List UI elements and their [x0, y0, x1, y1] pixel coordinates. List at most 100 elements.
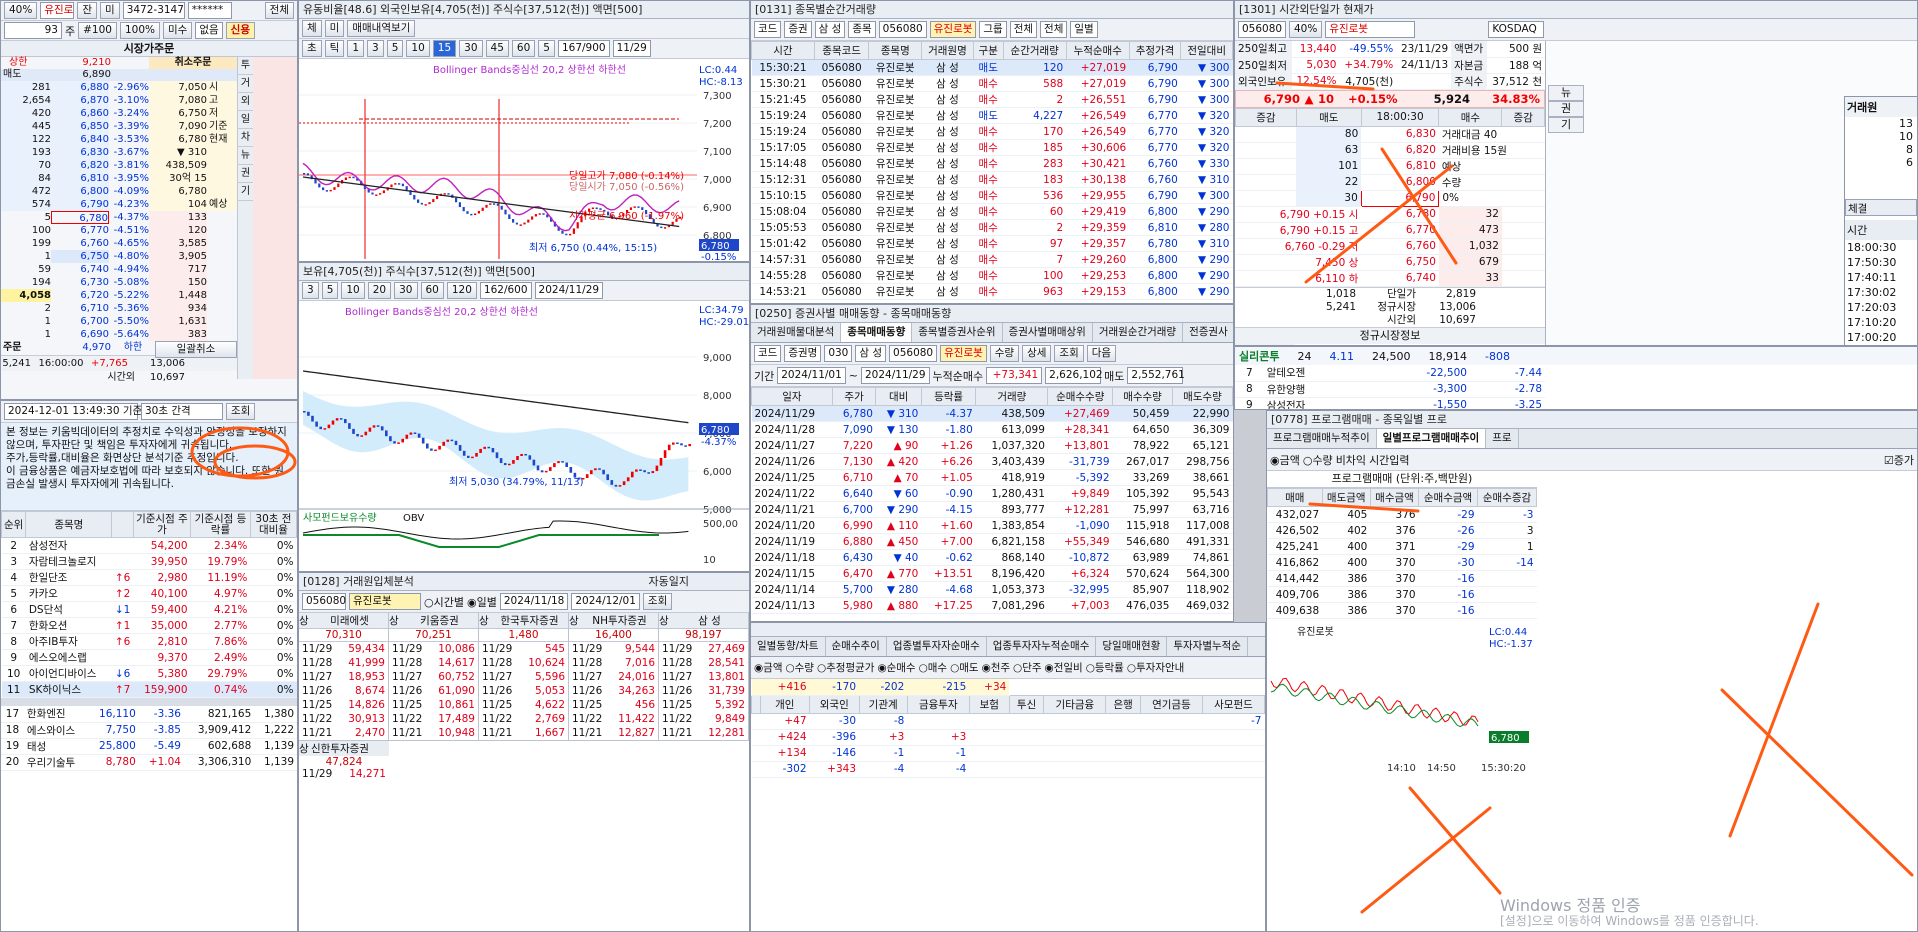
ask-row[interactable]: 574 6,790 -4.23% 104 예상: [1, 198, 237, 211]
investor-col[interactable]: 개인: [759, 694, 811, 714]
trade-filter[interactable]: 증권: [784, 21, 812, 38]
quote-ask-row[interactable]: 30 6,790 0%: [1235, 189, 1545, 207]
investor-radio[interactable]: ○단주: [1013, 662, 1042, 674]
pct-button[interactable]: 40%: [4, 2, 38, 19]
col-cmp[interactable]: 30초 전 대비율: [249, 511, 297, 538]
interval-button[interactable]: 60: [511, 40, 536, 57]
broker-col[interactable]: 일자: [751, 387, 833, 406]
broker-col[interactable]: 매도수량: [1171, 387, 1233, 406]
period-from[interactable]: 2024/11/01: [777, 367, 846, 384]
minute-chart-canvas[interactable]: Bollinger Bands중심선 20,2 상한선 하한선 LC:0.44HC…: [299, 59, 750, 261]
bid-price[interactable]: 6,780: [51, 211, 109, 224]
side-tab[interactable]: 차: [238, 129, 253, 147]
investor-col[interactable]: 외국인: [809, 694, 860, 714]
ask-price[interactable]: 6,880: [51, 81, 109, 94]
broker-row[interactable]: 2024/11/19 6,880 ▲ 450 +7.00 6,821,158 +55,34…: [751, 533, 1233, 550]
bid-price[interactable]: 6,740: [80, 264, 109, 275]
mini-rank-row[interactable]: 9 삼성전자 -1,550 -3.25: [1235, 397, 1545, 409]
interval-button[interactable]: 15: [432, 40, 457, 57]
bid-row[interactable]: 100 6,770 -4.51% 120: [1, 224, 237, 237]
investor-radio[interactable]: ○투자자안내: [1126, 662, 1185, 674]
quote-bid-row[interactable]: 6,790 +0.15 시 6,780 32: [1235, 206, 1545, 223]
period-button[interactable]: 10: [341, 282, 365, 299]
password-field[interactable]: ******: [187, 2, 232, 19]
bid-price[interactable]: 6,720: [80, 290, 109, 301]
trade-row[interactable]: 15:05:53 056080 유진로봇 삼 성 매수 2 +29,359 6,810 ▼ 28…: [751, 219, 1233, 236]
ask-px[interactable]: 6,830: [1361, 126, 1439, 143]
trade-col[interactable]: 누적순매수: [1065, 41, 1130, 60]
bid-price[interactable]: 6,690: [80, 329, 109, 340]
program-tab[interactable]: 프로: [1486, 429, 1519, 448]
broker-col[interactable]: 주가: [831, 387, 877, 406]
trade-filter[interactable]: 코드: [754, 21, 782, 38]
investor-col[interactable]: 기관계: [858, 694, 908, 714]
bid-row[interactable]: 59 6,740 -4.94% 717: [1, 263, 237, 276]
side-tab[interactable]: 거: [238, 75, 253, 93]
ranking-row[interactable]: 5 카카오 ↑2 40,100 4.97% 0%: [1, 585, 297, 602]
quote-bid-row[interactable]: 7,450 상 6,750 679: [1235, 254, 1545, 271]
stock-name-field[interactable]: 유진로: [40, 2, 75, 19]
investor-radio[interactable]: ○매수: [918, 662, 948, 674]
chart1-count[interactable]: 167/900: [557, 40, 610, 57]
broker-row[interactable]: 2024/11/21 6,700 ▼ 290 -4.15 893,777 +12,281 7…: [751, 501, 1233, 518]
program-col[interactable]: 순매수증감: [1477, 488, 1537, 507]
ask-px[interactable]: 6,810: [1361, 158, 1439, 175]
radio-day[interactable]: ◉일별: [466, 595, 497, 609]
bid-price[interactable]: 6,710: [80, 303, 109, 314]
investor-radio[interactable]: ○매도: [950, 662, 979, 674]
ask-row[interactable]: 84 6,810 -3.95% 30억 15: [1, 172, 237, 185]
col-rate[interactable]: 기준시점 등락률: [190, 511, 251, 538]
ranking-row[interactable]: 4 한일단조 ↑6 2,980 11.19% 0%: [1, 569, 297, 586]
name[interactable]: 알테오젠: [1263, 365, 1365, 382]
ranking-query-button[interactable]: 조회: [226, 403, 256, 420]
ask-row[interactable]: 420 6,860 -3.24% 6,750 저: [1, 107, 237, 120]
broker-row[interactable]: 2024/11/18 6,430 ▼ 40 -0.62 868,140 -10,872 63…: [751, 549, 1233, 566]
mini-rank-label[interactable]: 실리콘투: [1239, 350, 1280, 363]
col-price[interactable]: 기준시점 주가: [132, 511, 192, 538]
investor-tab[interactable]: 일별동향/차트: [751, 637, 826, 656]
broker-tab[interactable]: 종목별증권사순위: [912, 323, 1003, 342]
quote-ask-row[interactable]: 80 6,830 거래대금 40: [1235, 126, 1545, 143]
broker-row[interactable]: 2024/11/14 5,700 ▼ 280 -4.68 1,053,373 -32,99…: [751, 581, 1233, 598]
interval-button[interactable]: 10: [406, 40, 430, 57]
trade-row[interactable]: 15:14:48 056080 유진로봇 삼 성 매수 283 +30,421 6,760 ▼ …: [751, 155, 1233, 172]
ask-price[interactable]: 6,870: [51, 94, 109, 107]
ask-price[interactable]: 6,860: [51, 107, 109, 120]
trade-filter[interactable]: 일별: [1070, 21, 1098, 38]
quote-bid-row[interactable]: 6,110 하 6,740 33: [1235, 270, 1545, 287]
bid-px[interactable]: 6,770: [1361, 222, 1439, 239]
market-order-header[interactable]: 시장가주문: [1, 41, 297, 57]
bid-px[interactable]: 6,780: [1361, 206, 1439, 223]
bid-px[interactable]: 6,740: [1361, 270, 1439, 287]
interval-button[interactable]: 30: [459, 40, 483, 57]
bid-price[interactable]: 6,750: [51, 250, 109, 263]
tab-tick[interactable]: 체: [302, 20, 322, 37]
day-cancel-button[interactable]: 일괄취소: [155, 341, 237, 358]
investor-col[interactable]: 기타금융: [1043, 694, 1107, 714]
program-row[interactable]: 426,502 402 376 -26 3: [1267, 522, 1537, 539]
broker-row[interactable]: 2024/11/27 7,220 ▲ 90 +1.26 1,037,320 +13,801…: [751, 437, 1233, 454]
stock-name[interactable]: 한화오션: [25, 617, 112, 634]
bid-row[interactable]: 4,058 6,720 -5.22% 1,448: [1, 289, 237, 302]
bid-price[interactable]: 6,760: [80, 238, 109, 249]
trade-col[interactable]: 종목명: [868, 41, 923, 60]
stock-name[interactable]: 아주IB투자: [25, 633, 112, 650]
investor-radio[interactable]: ◉전일비: [1044, 662, 1083, 674]
broker-row[interactable]: 2024/11/13 5,980 ▲ 880 +17.25 7,081,296 +7,00…: [751, 597, 1233, 614]
program-radio[interactable]: 비차익: [1335, 453, 1367, 467]
stock-name[interactable]: DS단석: [25, 601, 112, 618]
trade-row[interactable]: 15:10:15 056080 유진로봇 삼 성 매수 536 +29,955 6,790 ▼ …: [751, 187, 1233, 204]
program-row[interactable]: 425,241 400 371 -29 1: [1267, 538, 1537, 555]
ask-row[interactable]: 706,820 -3.81%438,509 71.52%: [1, 159, 237, 184]
trade-row[interactable]: 15:01:42 056080 유진로봇 삼 성 매수 97 +29,357 6,780 ▼ 3…: [751, 235, 1233, 252]
bid-px[interactable]: 6,750: [1361, 254, 1439, 271]
trade-row[interactable]: 14:55:28 056080 유진로봇 삼 성 매수 100 +29,253 6,800 ▼ …: [751, 267, 1233, 284]
ask-row[interactable]: 2,654 6,870 -3.10% 7,080 고: [1, 94, 237, 107]
broker-tab[interactable]: 거래원매물대분석: [751, 323, 842, 342]
program-row[interactable]: 432,027 405 376 -29 -3: [1267, 506, 1537, 523]
analysis-code[interactable]: 056080: [302, 593, 346, 610]
analysis-from[interactable]: 2024/11/18: [499, 593, 569, 610]
side-tab-news[interactable]: 뉴: [1548, 85, 1584, 101]
trade-filter[interactable]: 전체: [1040, 21, 1068, 38]
side-tab[interactable]: 일: [238, 111, 253, 129]
